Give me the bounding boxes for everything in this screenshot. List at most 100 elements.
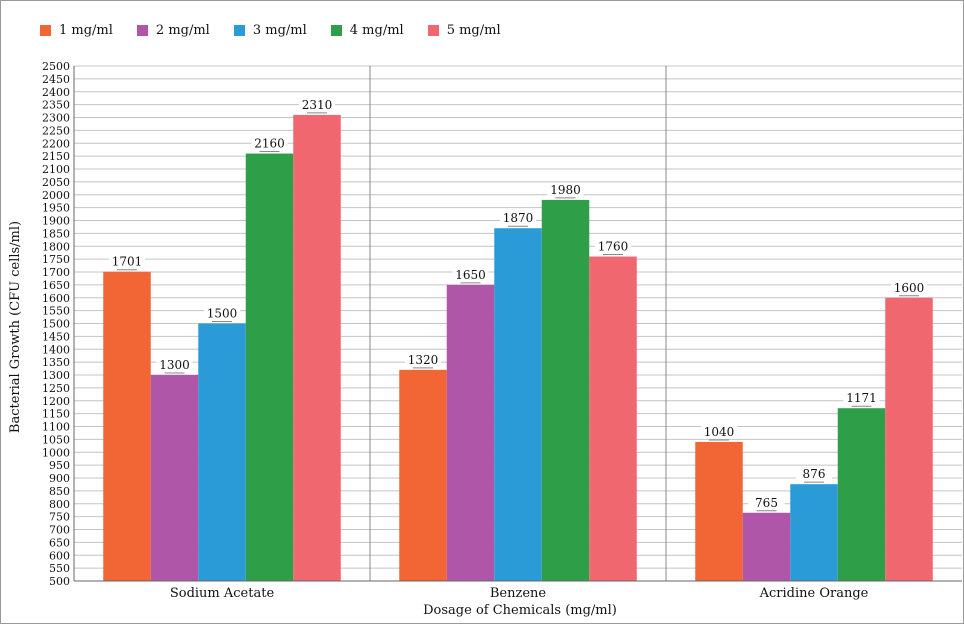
y-tick-label: 1000 <box>42 446 70 459</box>
y-tick-label: 2350 <box>42 99 70 112</box>
data-label-bg <box>595 239 631 253</box>
x-tick-label: Acridine Orange <box>759 586 869 601</box>
bar <box>198 323 246 581</box>
y-tick-label: 1550 <box>42 305 70 318</box>
y-tick-label: 1650 <box>42 279 70 292</box>
bar <box>293 114 341 582</box>
bar <box>695 441 743 581</box>
data-label-bg <box>891 280 927 294</box>
y-tick-label: 1300 <box>42 369 70 382</box>
data-label-bg <box>701 424 737 438</box>
x-tick-label: Benzene <box>490 586 547 601</box>
y-tick-label: 2000 <box>42 189 70 202</box>
data-label: 1980 <box>550 183 581 197</box>
y-tick-label: 500 <box>49 575 70 588</box>
y-tick-label: 2100 <box>42 163 70 176</box>
y-tick-label: 1800 <box>42 240 70 253</box>
y-tick-label: 1500 <box>42 318 70 331</box>
y-tick-label: 1100 <box>42 421 70 434</box>
bar <box>103 271 151 581</box>
data-label: 1701 <box>112 255 143 269</box>
data-label: 1760 <box>598 240 629 254</box>
y-tick-label: 1250 <box>42 382 70 395</box>
data-labels: 1701 1300 1500 2160 2310 1320 1650 1870 1980 1760… <box>109 97 927 512</box>
y-tick-label: 2150 <box>42 150 70 163</box>
bar <box>837 408 886 581</box>
y-tick-label: 2450 <box>42 73 70 86</box>
y-tick-label: 1850 <box>42 227 70 240</box>
data-label-bg <box>156 358 193 371</box>
y-tick-label: 550 <box>49 562 70 575</box>
bar <box>245 153 294 582</box>
data-label-bg <box>109 254 145 268</box>
y-tick-label: 650 <box>49 536 70 549</box>
data-label: 765 <box>755 496 778 510</box>
legend: 1 mg/ml 2 mg/ml 3 mg/ml 4 mg/ml 5 mg/ml <box>40 20 525 40</box>
y-tick-label: 800 <box>49 498 70 511</box>
y-tick-label: 1450 <box>42 330 70 343</box>
y-tick-label: 1050 <box>42 433 70 446</box>
y-tick-label: 1950 <box>42 202 70 215</box>
data-label: 1650 <box>455 268 486 282</box>
data-label: 1300 <box>159 358 190 372</box>
data-label-bg <box>204 306 240 320</box>
legend-item: 1 mg/ml <box>40 20 113 40</box>
y-tick-label: 900 <box>49 472 70 485</box>
legend-label: 2 mg/ml <box>155 22 210 38</box>
data-label: 1870 <box>503 211 534 225</box>
data-label-bg <box>452 267 489 281</box>
legend-item: 5 mg/ml <box>427 20 501 40</box>
legend-item: 3 mg/ml <box>233 20 307 40</box>
legend-swatch <box>40 24 51 36</box>
data-label-bg <box>843 391 880 405</box>
data-label: 1500 <box>207 307 238 321</box>
y-tick-label: 1150 <box>42 408 70 421</box>
data-label: 1600 <box>894 281 925 295</box>
data-label-bg <box>796 467 832 481</box>
data-label-bg <box>405 352 441 366</box>
data-label-bg <box>500 211 536 225</box>
y-tick-label: 1900 <box>42 215 70 228</box>
legend-label: 5 mg/ml <box>446 22 501 38</box>
data-label: 1171 <box>846 391 877 405</box>
legend-label: 4 mg/ml <box>349 22 404 38</box>
bar <box>494 228 542 581</box>
y-tick-label: 600 <box>49 549 70 562</box>
bar <box>790 484 838 581</box>
legend-swatch <box>427 24 439 36</box>
y-tick-label: 1400 <box>42 343 70 356</box>
y-tick-label: 2400 <box>42 86 70 99</box>
bar <box>446 284 495 581</box>
y-tick-label: 1600 <box>42 292 70 305</box>
bar <box>589 256 637 581</box>
legend-label: 1 mg/ml <box>59 22 113 38</box>
bar <box>399 369 447 581</box>
legend-item: 2 mg/ml <box>136 20 210 40</box>
y-tick-label: 2050 <box>42 176 70 189</box>
category-separators <box>369 66 667 581</box>
bar <box>885 297 933 581</box>
x-axis-ticks: Sodium Acetate Benzene Acridine Orange <box>170 586 869 601</box>
data-label: 1040 <box>704 425 735 439</box>
y-axis-ticks: 5005506006507007508008509009501000105011… <box>42 60 70 588</box>
data-label-bg <box>748 495 785 509</box>
y-tick-label: 1200 <box>42 395 70 408</box>
x-tick-label: Sodium Acetate <box>170 586 275 601</box>
x-axis-title: Dosage of Chemicals (mg/ml) <box>423 603 617 618</box>
y-axis-title: Bacterial Growth (CFU cells/ml) <box>8 221 23 433</box>
legend-swatch <box>233 24 245 36</box>
y-tick-label: 700 <box>49 524 70 537</box>
legend-swatch <box>330 24 342 36</box>
bar <box>150 375 199 581</box>
y-tick-label: 850 <box>49 485 70 498</box>
y-tick-label: 2250 <box>42 124 70 137</box>
y-tick-label: 750 <box>49 511 70 524</box>
y-tick-label: 950 <box>49 459 70 472</box>
data-label: 2310 <box>302 98 333 112</box>
data-label-bg <box>251 136 288 150</box>
y-tick-label: 2500 <box>42 60 70 73</box>
bars <box>103 114 933 582</box>
data-label-bg <box>299 97 335 111</box>
bar <box>742 512 791 581</box>
legend-item: 4 mg/ml <box>330 20 404 40</box>
